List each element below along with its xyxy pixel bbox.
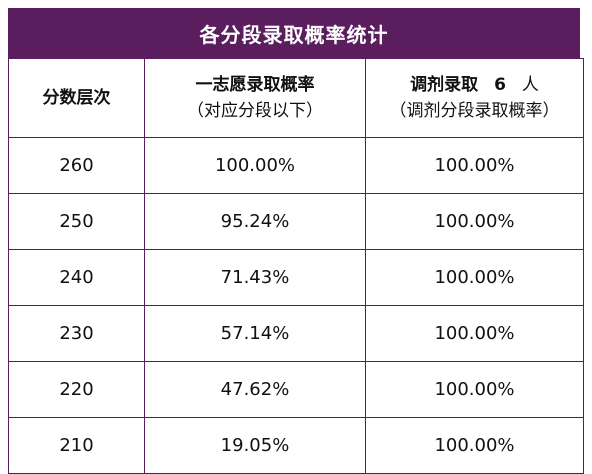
cell-score: 240 bbox=[8, 249, 145, 306]
header-adjustment: 调剂录取 6 人 （调剂分段录取概率） bbox=[365, 58, 584, 138]
admission-probability-table: 分数层次 一志愿录取概率 （对应分段以下） 调剂录取 6 人 （调剂分段录取概率） … bbox=[8, 58, 584, 474]
cell-first-choice: 19.05% bbox=[144, 417, 366, 474]
cell-adjustment: 100.00% bbox=[365, 249, 584, 306]
cell-score: 260 bbox=[8, 137, 145, 194]
table-row: 220 47.62% 100.00% bbox=[8, 361, 584, 418]
header-adjustment-count: 6 bbox=[494, 75, 506, 95]
cell-score: 250 bbox=[8, 193, 145, 250]
cell-adjustment: 100.00% bbox=[365, 137, 584, 194]
cell-first-choice: 47.62% bbox=[144, 361, 366, 418]
stats-table-container: 各分段录取概率统计 分数层次 一志愿录取概率 （对应分段以下） 调剂录取 6 人 （… bbox=[8, 8, 584, 474]
header-first-choice-label: 一志愿录取概率 bbox=[195, 75, 315, 95]
table-row: 230 57.14% 100.00% bbox=[8, 305, 584, 362]
header-first-choice: 一志愿录取概率 （对应分段以下） bbox=[144, 58, 366, 138]
header-row: 分数层次 一志愿录取概率 （对应分段以下） 调剂录取 6 人 （调剂分段录取概率） bbox=[8, 58, 584, 138]
cell-score: 220 bbox=[8, 361, 145, 418]
header-score-level: 分数层次 bbox=[8, 58, 145, 138]
cell-adjustment: 100.00% bbox=[365, 305, 584, 362]
cell-adjustment: 100.00% bbox=[365, 417, 584, 474]
header-first-choice-note: （对应分段以下） bbox=[187, 101, 323, 121]
table-row: 250 95.24% 100.00% bbox=[8, 193, 584, 250]
header-score-level-label: 分数层次 bbox=[42, 88, 111, 108]
header-adjustment-note: （调剂分段录取概率） bbox=[389, 101, 560, 121]
cell-first-choice: 71.43% bbox=[144, 249, 366, 306]
cell-first-choice: 57.14% bbox=[144, 305, 366, 362]
table-row: 260 100.00% 100.00% bbox=[8, 137, 584, 194]
cell-score: 230 bbox=[8, 305, 145, 362]
header-adjustment-suffix: 人 bbox=[521, 75, 539, 95]
cell-first-choice: 100.00% bbox=[144, 137, 366, 194]
table-title: 各分段录取概率统计 bbox=[8, 8, 580, 58]
cell-score: 210 bbox=[8, 417, 145, 474]
table-row: 210 19.05% 100.00% bbox=[8, 417, 584, 474]
cell-adjustment: 100.00% bbox=[365, 193, 584, 250]
cell-first-choice: 95.24% bbox=[144, 193, 366, 250]
header-adjustment-prefix: 调剂录取 bbox=[410, 75, 479, 95]
table-row: 240 71.43% 100.00% bbox=[8, 249, 584, 306]
cell-adjustment: 100.00% bbox=[365, 361, 584, 418]
